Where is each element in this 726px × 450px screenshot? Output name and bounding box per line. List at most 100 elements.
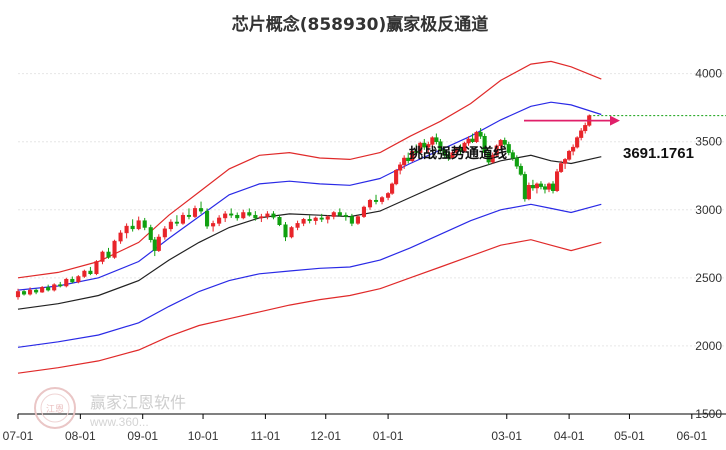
candle-body [94, 261, 99, 275]
candle-body [567, 150, 572, 160]
candle-body [402, 157, 407, 166]
candle-body [530, 185, 535, 189]
candle-body [380, 197, 385, 202]
candle-body [106, 251, 111, 258]
y-tick-label: 1500 [695, 407, 722, 421]
candle-body [325, 216, 330, 220]
x-tick-label: 03-01 [491, 429, 522, 443]
candle-body [514, 157, 519, 167]
band-inner-lower [17, 203, 602, 348]
last-price-label: 3691.1761 [623, 145, 694, 162]
watermark-logo-ring [40, 393, 70, 423]
candle-body [414, 150, 419, 153]
x-tick-label: 12-01 [310, 429, 341, 443]
candle-body [142, 220, 147, 228]
y-tick-label: 3500 [695, 135, 722, 149]
candle-body [343, 214, 348, 217]
candle-body [192, 208, 198, 217]
candle-body [229, 213, 234, 216]
candle-body [15, 291, 21, 298]
candle-body [307, 219, 312, 221]
candle-body [579, 130, 584, 138]
y-tick-label: 3000 [695, 203, 722, 217]
candle-body [70, 278, 75, 283]
x-tick-label: 11-01 [250, 429, 280, 443]
candle-body [112, 240, 117, 258]
candle-body [277, 217, 282, 225]
candle-body [331, 212, 336, 217]
candle-body [498, 140, 503, 147]
x-tick-label: 10-01 [188, 429, 219, 443]
candle-body [198, 208, 204, 212]
candle-body [295, 223, 300, 228]
candle-body [563, 159, 568, 164]
candle-body [217, 217, 222, 224]
annotation-label: 挑战强势通道线 [409, 145, 507, 162]
candle-body [478, 131, 483, 137]
candle-body [223, 213, 228, 219]
candle-body [88, 270, 93, 275]
x-tick-label: 08-01 [65, 429, 96, 443]
candle-body [398, 164, 403, 171]
challenge-annotation: 挑战强势通道线 3691.1761 [409, 115, 694, 162]
candle-body [34, 289, 39, 293]
candle-body [136, 220, 141, 230]
candle-body [458, 148, 463, 152]
candle-body [554, 171, 560, 191]
candle-body [442, 149, 447, 156]
candle-body [510, 152, 515, 159]
candle-body [406, 157, 411, 162]
x-tick-label: 07-01 [3, 429, 34, 443]
candle-body [518, 165, 523, 175]
candle-body [58, 284, 63, 287]
candle-body [313, 217, 318, 221]
band-outer-lower [17, 239, 602, 374]
candle-body [40, 287, 45, 293]
candle-body [361, 206, 367, 217]
watermark-text: 赢家江恩软件 [90, 393, 186, 412]
candle-body [546, 183, 552, 190]
candle-body [571, 146, 576, 152]
candle-body [422, 142, 427, 148]
candle-body [259, 216, 264, 219]
y-tick-label: 2000 [695, 339, 722, 353]
candle-body [283, 224, 288, 238]
candle-body [367, 199, 373, 208]
candle-body [64, 278, 69, 287]
candle-body [118, 232, 123, 242]
candle-body [82, 270, 87, 277]
candle-body [506, 144, 511, 153]
candle-body [205, 210, 210, 227]
candle-body [319, 217, 324, 220]
candle-body [247, 212, 252, 216]
candle-body [575, 137, 580, 148]
candle-body [156, 236, 161, 251]
candle-body [373, 199, 379, 202]
candle-body [446, 155, 451, 159]
candle-body [235, 214, 240, 219]
x-tick-label: 06-01 [676, 429, 707, 443]
y-tick-label: 4000 [695, 67, 722, 81]
watermark-logo-icon [34, 387, 76, 429]
candle-body [542, 186, 548, 190]
candle-body [474, 131, 479, 142]
chart-title: 芯片概念(858930)赢家极反通道 [232, 14, 489, 35]
candle-body [494, 145, 499, 156]
candle-body [349, 216, 354, 224]
y-tick-label: 2500 [695, 271, 722, 285]
candle-body [462, 142, 467, 152]
y-axis-ticks: 4000 3500 3000 2500 2000 1500 [695, 67, 722, 421]
candle-body [526, 185, 531, 200]
candle-body [386, 193, 391, 198]
candle-body [538, 183, 544, 187]
candle-body [490, 155, 495, 163]
candle-body [438, 141, 443, 151]
candle-body [454, 148, 459, 153]
candles [15, 114, 592, 300]
candle-body [434, 137, 439, 142]
watermark-logo-text: 江恩 [46, 404, 64, 415]
candle-body [418, 142, 423, 153]
candle-body [152, 239, 157, 251]
candle-body [522, 174, 527, 200]
